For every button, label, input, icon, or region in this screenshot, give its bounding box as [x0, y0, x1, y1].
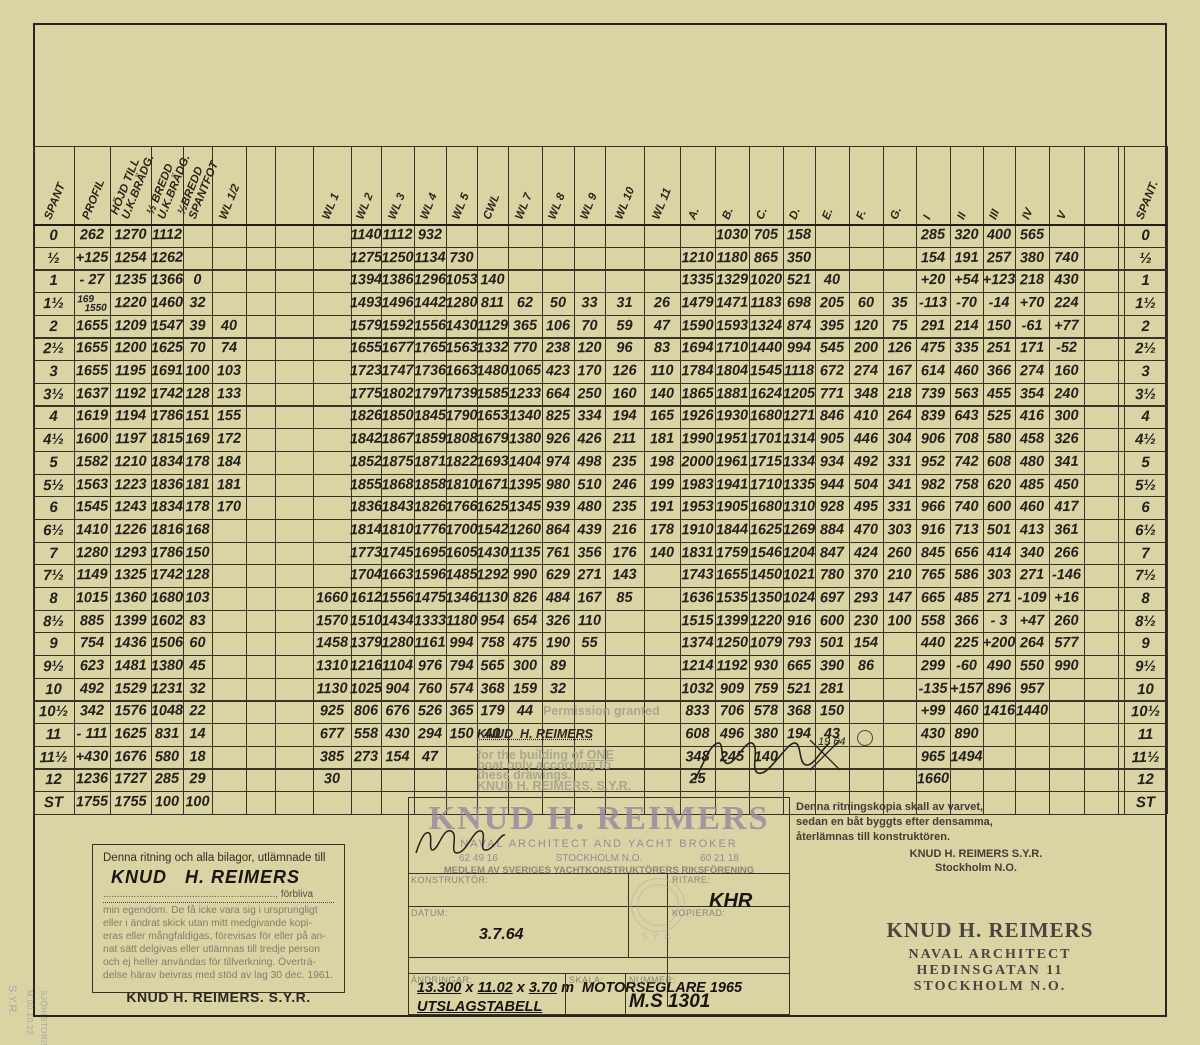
svg-text:19 64: 19 64: [818, 736, 846, 748]
